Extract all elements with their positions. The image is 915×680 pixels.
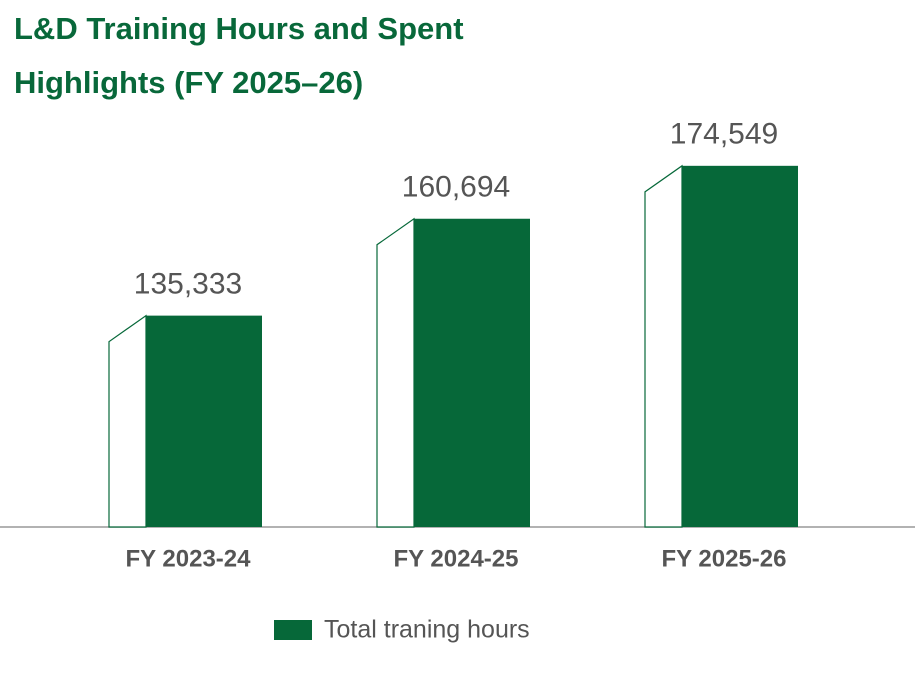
bar — [682, 165, 798, 527]
legend-swatch — [274, 620, 312, 640]
bar-side — [376, 217, 415, 528]
x-tick-label: FY 2025-26 — [662, 545, 787, 572]
chart-title: L&D Training Hours and Spent — [14, 11, 464, 46]
value-label: 160,694 — [402, 171, 510, 204]
bar-side — [108, 314, 147, 528]
bar — [146, 315, 262, 527]
value-label: 135,333 — [134, 268, 242, 301]
bar-side — [644, 164, 683, 528]
value-label: 174,549 — [670, 118, 778, 151]
x-tick-label: FY 2024-25 — [394, 545, 519, 572]
bar — [414, 218, 530, 528]
x-tick-label: FY 2023-24 — [126, 545, 252, 572]
chart-title: Highlights (FY 2025–26) — [14, 65, 363, 100]
legend-label: Total traning hours — [324, 616, 530, 644]
